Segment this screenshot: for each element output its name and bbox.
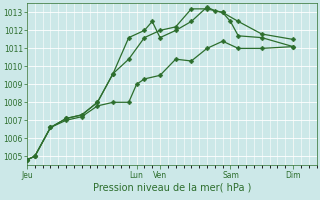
X-axis label: Pression niveau de la mer( hPa ): Pression niveau de la mer( hPa ) (92, 183, 251, 193)
